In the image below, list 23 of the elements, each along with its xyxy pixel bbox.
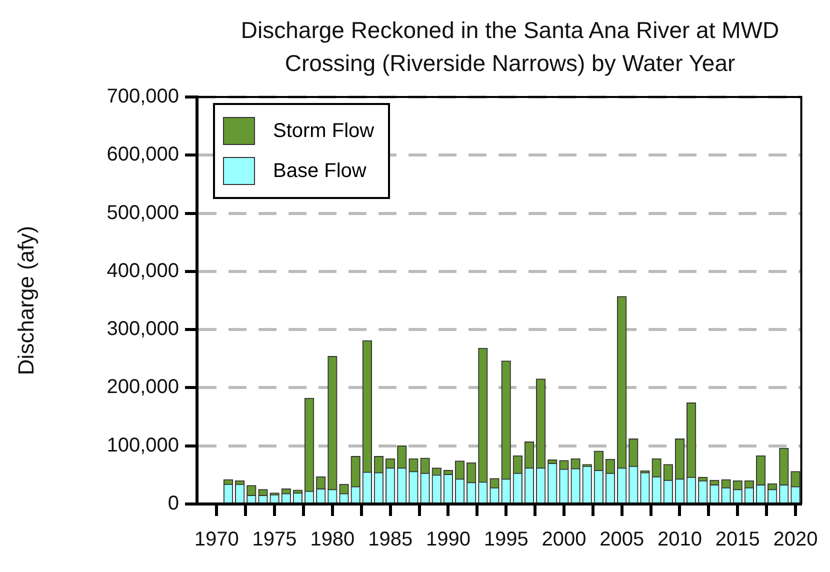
y-axis-title: Discharge (afy) — [13, 226, 38, 376]
x-tick-label: 1980 — [310, 528, 355, 551]
x-tick-label: 2005 — [600, 528, 644, 551]
x-tick-label: 2010 — [657, 528, 702, 551]
y-tick-label: 200,000 — [106, 376, 179, 398]
x-tick-label: 1970 — [194, 528, 239, 551]
x-tick-label: 2015 — [715, 528, 760, 551]
x-tick-label: 2020 — [773, 528, 818, 551]
y-tick-label: 400,000 — [106, 260, 179, 282]
legend-label: Storm Flow — [273, 120, 374, 142]
x-tick-label: 1985 — [368, 528, 413, 551]
y-tick-label: 100,000 — [106, 434, 179, 456]
y-tick-label: 700,000 — [106, 86, 179, 108]
y-tick-label: 500,000 — [106, 202, 179, 224]
y-tick-label: 300,000 — [106, 318, 179, 340]
x-tick-label: 1995 — [484, 528, 528, 551]
x-tick-label: 1990 — [426, 528, 470, 551]
x-tick-label: 2000 — [542, 528, 586, 551]
legend-label: Base Flow — [273, 160, 366, 182]
y-tick-label: 600,000 — [106, 144, 179, 166]
chart-title: Discharge Reckoned in the Santa Ana River at MWD Crossing (Riverside Narrows) by Water Year — [240, 16, 780, 78]
y-tick-label: 0 — [168, 492, 179, 515]
x-tick-label: 1975 — [252, 528, 297, 551]
